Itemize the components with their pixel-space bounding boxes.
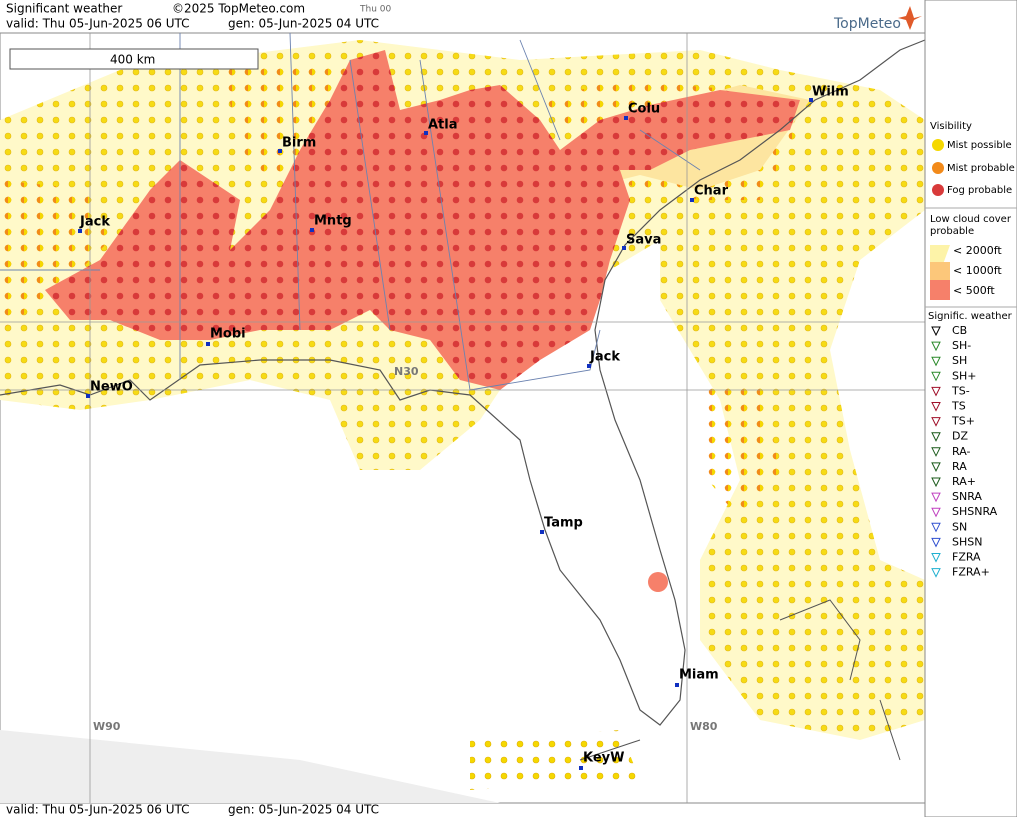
weather-symbol	[931, 356, 941, 367]
cities: Birm Atla Colu Wilm Char Sava Jack Mntg …	[78, 85, 849, 770]
fog-spot	[648, 572, 668, 592]
city: Jack	[79, 215, 110, 230]
header: Significant weather ©2025 TopMeteo.com T…	[6, 2, 922, 32]
city: Atla	[428, 118, 458, 133]
city: Sava	[626, 233, 661, 248]
weather-symbol	[931, 341, 941, 352]
legend-item: Mist possible	[947, 140, 1012, 151]
islands	[579, 599, 901, 761]
weather-symbol	[931, 568, 941, 578]
legend-panel	[924, 0, 1017, 817]
legend-item: SHSNRA	[952, 505, 998, 518]
grid-label: N30	[394, 365, 419, 378]
mist-dots	[470, 730, 640, 790]
city: Jack	[589, 350, 620, 365]
coastline	[0, 39, 926, 726]
legend-title: Low cloud cover	[930, 214, 1012, 225]
weather-symbol	[931, 432, 941, 442]
no-data	[0, 730, 500, 803]
grid-label: W90	[93, 720, 121, 733]
legend: Visibility Mist possible Mist probable F…	[924, 0, 1017, 817]
city: Char	[694, 184, 729, 199]
weather-symbol	[931, 371, 941, 382]
city: KeyW	[583, 751, 624, 766]
legend-item: SH+	[952, 369, 976, 382]
legend-item: SNRA	[952, 490, 982, 503]
legend-title: probable	[930, 226, 974, 237]
city: NewO	[90, 380, 133, 395]
legend-item: RA-	[952, 445, 970, 458]
weather-symbol	[931, 522, 941, 533]
title: Significant weather	[6, 2, 122, 16]
legend-item: < 1000ft	[953, 264, 1002, 277]
logo	[898, 6, 922, 30]
legend-item: RA+	[952, 475, 976, 488]
legend-item: FZRA+	[952, 566, 990, 579]
legend-item: SH-	[952, 339, 971, 352]
scale-bar	[9, 48, 259, 70]
state-borders	[0, 32, 701, 391]
city: Birm	[282, 136, 316, 151]
weather-symbol	[931, 537, 941, 548]
valid: valid: Thu 05-Jun-2025 06 UTC	[6, 803, 190, 817]
legend-item: Mist probable	[947, 163, 1015, 174]
legend-item: FZRA	[952, 551, 981, 564]
weather-symbol	[931, 402, 941, 412]
weather-symbol	[931, 447, 941, 457]
fog-dots	[45, 50, 800, 390]
legend-item: SH	[952, 354, 967, 367]
legend-item: TS-	[951, 384, 970, 397]
copyright: ©2025 TopMeteo.com	[172, 2, 305, 16]
legend-item: < 500ft	[953, 284, 995, 297]
legend-item: SHSN	[952, 535, 982, 548]
legend-item: RA	[952, 460, 967, 473]
valid: valid: Thu 05-Jun-2025 06 UTC	[6, 17, 190, 31]
city: Miam	[679, 668, 719, 683]
city: Mobi	[210, 327, 246, 342]
legend-title: Signific. weather	[928, 311, 1013, 322]
brand: TopMeteo	[833, 16, 901, 32]
legend-item: TS	[951, 400, 966, 413]
legend-title: Visibility	[930, 121, 972, 132]
weather-symbol	[931, 507, 941, 518]
grid-lines	[0, 33, 925, 803]
weather-symbol	[931, 386, 941, 397]
city: Tamp	[544, 516, 583, 531]
weather-symbol	[931, 492, 941, 503]
legend-item: Fog probable	[947, 185, 1012, 196]
legend-item: < 2000ft	[953, 244, 1002, 257]
legend-item: SN	[952, 520, 967, 533]
weather-symbol	[931, 326, 941, 337]
weather-symbol	[931, 477, 941, 488]
legend-item: TS+	[951, 415, 975, 428]
weather-symbol	[931, 553, 941, 563]
city: Wilm	[812, 85, 849, 100]
city: Colu	[628, 102, 660, 117]
map-area: N30 W90 W80 400 km Birm Atla Colu Wilm C…	[0, 32, 926, 804]
scale-label: 400 km	[110, 53, 155, 67]
run: Thu 00	[359, 5, 391, 15]
legend-item: CB	[952, 324, 967, 337]
grid-label: W80	[690, 720, 718, 733]
footer: valid: Thu 05-Jun-2025 06 UTC gen: 05-Ju…	[6, 803, 379, 817]
gen: gen: 05-Jun-2025 04 UTC	[228, 17, 379, 31]
gen: gen: 05-Jun-2025 04 UTC	[228, 803, 379, 817]
city: Mntg	[314, 214, 352, 229]
weather-symbol	[931, 417, 941, 427]
legend-item: DZ	[952, 430, 968, 443]
weather-symbol	[931, 462, 941, 473]
weather-symbols: CB SH- SH SH+ TS- TS TS+ DZ RA- RA RA+ SNRA SHSNRA SN…	[931, 324, 998, 579]
